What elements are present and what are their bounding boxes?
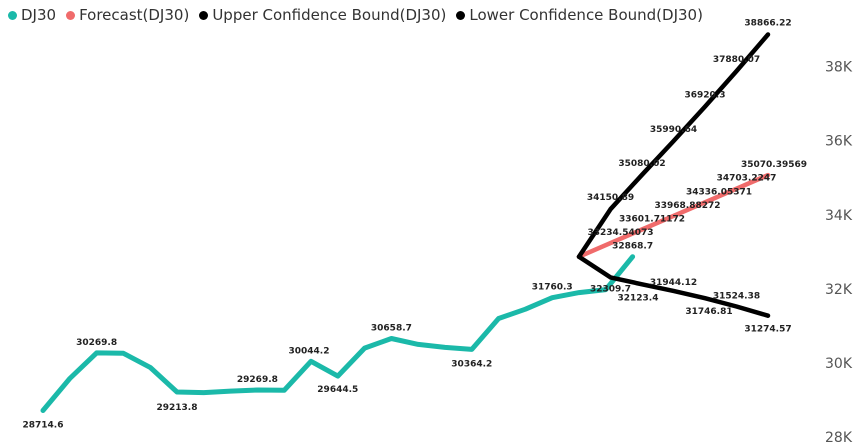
data-label: 31524.38	[713, 292, 760, 302]
series-line-forecast-dj30	[576, 172, 771, 259]
data-label: 29644.5	[317, 385, 358, 395]
y-tick-label: 30K	[825, 356, 853, 372]
chart-legend: DJ30 Forecast(DJ30) Upper Confidence Bound…	[8, 4, 713, 26]
legend-marker-icon	[456, 10, 466, 20]
data-label: 33601.71172	[619, 215, 685, 225]
data-label: 31274.57	[744, 325, 791, 335]
series-line-dj30	[40, 254, 636, 413]
data-label: 30044.2	[289, 346, 330, 356]
legend-label: DJ30	[21, 6, 57, 24]
legend-label: Upper Confidence Bound(DJ30)	[212, 6, 447, 24]
data-label: 34703.2247	[717, 174, 777, 184]
legend-marker-icon	[199, 10, 209, 20]
legend-item-lower-confidence-bound-dj30[interactable]: Lower Confidence Bound(DJ30)	[456, 6, 703, 24]
data-label: 32868.7	[612, 242, 653, 252]
data-label: 30364.2	[451, 359, 492, 369]
data-label: 38866.22	[744, 19, 791, 29]
y-tick-label: 38K	[825, 60, 853, 76]
data-label: 29269.8	[237, 375, 278, 385]
data-label: 34336.05371	[686, 187, 752, 197]
legend-label: Forecast(DJ30)	[79, 6, 190, 24]
data-label: 30269.8	[76, 338, 117, 348]
data-label: 30658.7	[371, 324, 412, 334]
y-tick-label: 28K	[825, 430, 853, 443]
data-label: 31760.3	[532, 283, 573, 293]
data-label: 36920.3	[685, 91, 726, 101]
data-label: 29213.8	[157, 403, 198, 413]
data-label: 32309.7	[590, 284, 631, 294]
legend-item-upper-confidence-bound-dj30[interactable]: Upper Confidence Bound(DJ30)	[199, 6, 446, 24]
legend-marker-icon	[8, 10, 17, 20]
y-tick-label: 32K	[825, 282, 853, 298]
data-label: 35070.39569	[741, 160, 807, 170]
data-label: 35080.02	[618, 159, 665, 169]
legend-marker-icon	[66, 10, 76, 20]
data-label: 28714.6	[23, 421, 64, 431]
data-label: 31746.81	[685, 307, 732, 317]
data-label: 33234.54073	[587, 228, 653, 238]
data-label: 31944.12	[650, 278, 697, 288]
legend-item-forecast-dj30[interactable]: Forecast(DJ30)	[66, 6, 189, 24]
data-label: 33968.88272	[654, 201, 720, 211]
data-label: 32123.4	[618, 293, 659, 303]
data-label: 37880.07	[713, 55, 760, 65]
series-line-upper-confidence-bound-dj30	[576, 32, 771, 259]
y-tick-label: 34K	[825, 208, 853, 224]
data-label: 34150.89	[587, 193, 634, 203]
legend-item-dj30[interactable]: DJ30	[8, 6, 56, 24]
data-label: 35990.64	[650, 125, 697, 135]
legend-label: Lower Confidence Bound(DJ30)	[469, 6, 703, 24]
series-line-lower-confidence-bound-dj30	[576, 254, 771, 318]
y-tick-label: 36K	[825, 134, 853, 150]
